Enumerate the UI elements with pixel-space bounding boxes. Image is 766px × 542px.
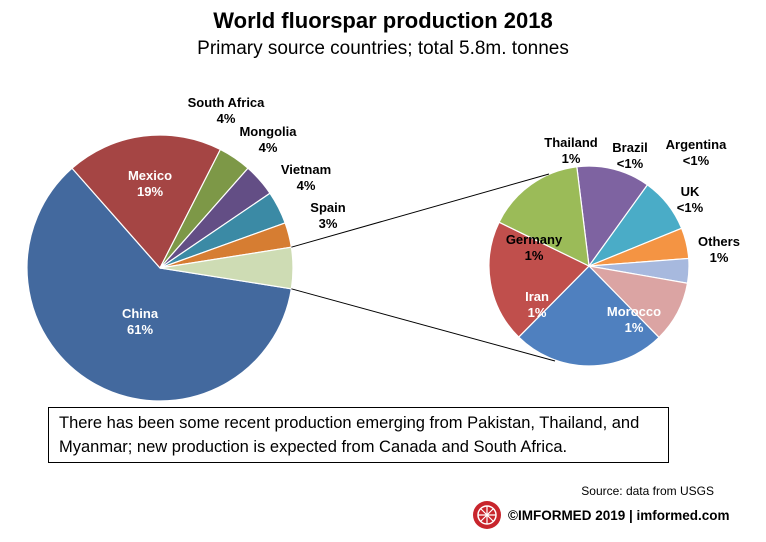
label-china: China 61% [122, 306, 159, 337]
brand-text: ©IMFORMED 2019 | imformed.com [508, 507, 730, 523]
sublabel-thailand: Thailand 1% [544, 135, 598, 166]
sublabel-uk: UK <1% [677, 184, 704, 215]
chart-title: World fluorspar production 2018 [213, 8, 553, 33]
sublabel-morocco: Morocco 1% [607, 304, 661, 335]
source-text: Source: data from USGS [581, 484, 714, 498]
subslice-germany [498, 166, 590, 268]
connector-line-top [291, 173, 550, 248]
label-vietnam: Vietnam 4% [281, 162, 331, 193]
subslice-thailand [576, 165, 649, 268]
label-spain: Spain 3% [310, 200, 345, 231]
label-mexico: Mexico 19% [128, 168, 172, 199]
subslice-morocco [517, 265, 660, 367]
imformed-logo-icon [473, 501, 501, 529]
connector-line-bottom [291, 288, 556, 362]
slice-other [159, 246, 294, 290]
subslice-iran [488, 221, 591, 338]
note-box: There has been some recent production em… [48, 407, 669, 463]
label-south-africa: South Africa 4% [188, 95, 266, 126]
sublabel-brazil: Brazil <1% [612, 140, 647, 171]
sublabel-argentina: Argentina <1% [666, 137, 727, 168]
label-mongolia: Mongolia 4% [239, 124, 297, 155]
slice-mexico [71, 134, 222, 270]
chart-subtitle: Primary source countries; total 5.8m. to… [197, 38, 569, 59]
slice-china [26, 167, 293, 402]
brand-footer: ©IMFORMED 2019 | imformed.com [472, 500, 730, 530]
sublabel-germany: Germany 1% [506, 232, 563, 263]
sublabel-others: Others 1% [698, 234, 740, 265]
sublabel-iran: Iran 1% [525, 289, 549, 320]
